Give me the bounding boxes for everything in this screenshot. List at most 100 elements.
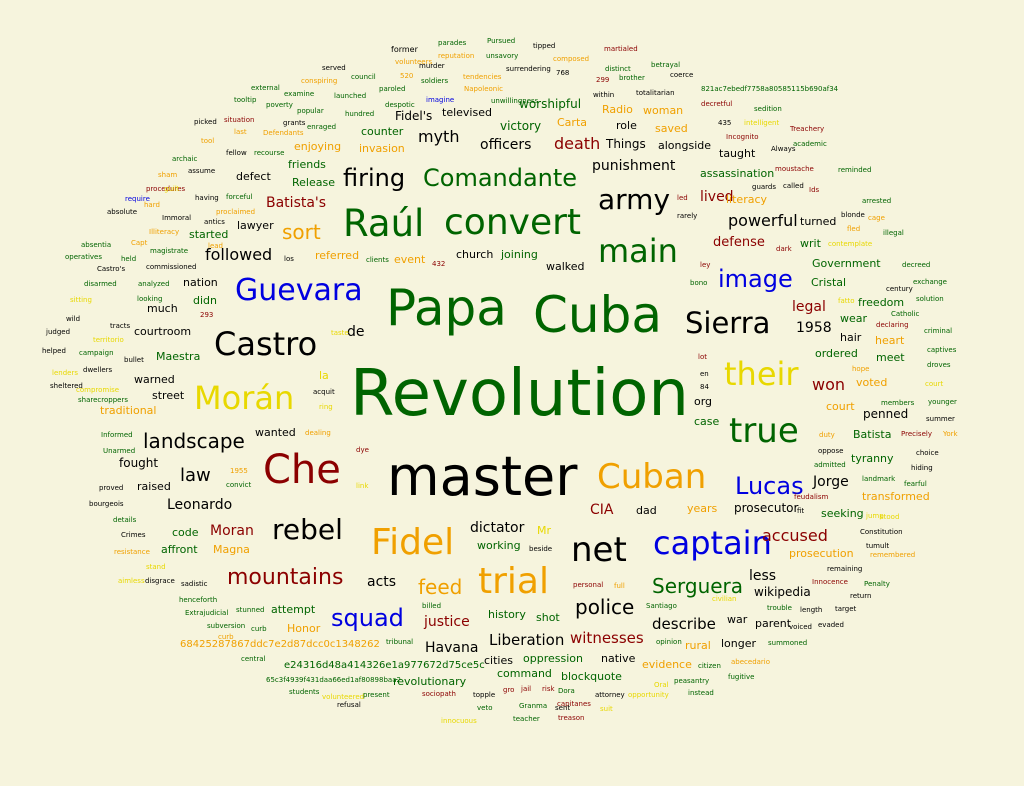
cloud-word: rebel xyxy=(272,513,343,546)
cloud-word: Immoral xyxy=(162,214,192,222)
cloud-word: academic xyxy=(793,140,827,148)
cloud-word: unwillingness xyxy=(491,97,539,105)
cloud-word: suit xyxy=(600,705,613,713)
cloud-word: police xyxy=(575,595,635,619)
cloud-word: attorney xyxy=(595,691,625,699)
cloud-word: convict xyxy=(226,481,252,489)
cloud-word: penned xyxy=(863,407,909,421)
cloud-word: commissioned xyxy=(146,263,197,271)
cloud-word: law xyxy=(180,465,211,486)
cloud-word: punishment xyxy=(592,158,676,174)
cloud-word: proclaimed xyxy=(216,208,256,216)
cloud-word: tracts xyxy=(110,322,131,330)
cloud-word: betrayal xyxy=(651,61,681,69)
cloud-word: clients xyxy=(366,256,389,264)
cloud-word: Fidel xyxy=(371,522,455,563)
cloud-word: cage xyxy=(868,214,885,222)
cloud-word: de xyxy=(347,324,365,340)
cloud-word: court xyxy=(826,400,855,413)
cloud-word: Havana xyxy=(425,640,479,656)
cloud-word: parades xyxy=(438,39,467,47)
cloud-word: murder xyxy=(419,62,445,70)
cloud-word: dark xyxy=(776,245,792,253)
cloud-word: convert xyxy=(444,202,582,243)
cloud-word: Release xyxy=(292,176,335,189)
cloud-word: beside xyxy=(529,545,553,553)
cloud-word: victory xyxy=(500,119,542,133)
cloud-word: case xyxy=(694,415,720,428)
cloud-word: parent xyxy=(755,617,792,630)
cloud-word: death xyxy=(554,134,601,153)
cloud-word: Always xyxy=(771,145,796,153)
cloud-word: 84 xyxy=(700,383,709,391)
cloud-word: tribunal xyxy=(386,638,414,646)
cloud-word: Batista xyxy=(853,428,892,441)
cloud-word: Mr xyxy=(537,524,552,537)
cloud-word: remembered xyxy=(870,551,916,559)
cloud-word: defect xyxy=(236,170,271,183)
cloud-word: 821ac7ebedf7758a80585115b690af34 xyxy=(701,85,839,93)
cloud-word: droves xyxy=(927,361,951,369)
cloud-word: voted xyxy=(856,376,888,389)
cloud-word: length xyxy=(800,606,823,614)
cloud-word: distinct xyxy=(605,65,631,73)
cloud-word: alongside xyxy=(658,139,712,152)
cloud-word: wanted xyxy=(255,426,296,439)
cloud-word: surrendering xyxy=(506,65,551,73)
cloud-word: Jorge xyxy=(813,474,849,490)
cloud-word: Illiteracy xyxy=(149,228,180,236)
cloud-word: acts xyxy=(367,574,397,590)
cloud-word: Incognito xyxy=(726,133,759,141)
cloud-word: reputation xyxy=(438,52,475,60)
cloud-word: external xyxy=(251,84,280,92)
cloud-word: sociopath xyxy=(422,690,456,698)
cloud-word: rural xyxy=(685,639,711,652)
cloud-word: summoned xyxy=(768,639,808,647)
cloud-word: landmark xyxy=(862,475,896,483)
cloud-word: volunteered xyxy=(322,693,365,701)
cloud-word: peasantry xyxy=(674,677,710,685)
cloud-word: lot xyxy=(698,353,707,361)
cloud-word: code xyxy=(172,526,199,539)
cloud-word: Fidel's xyxy=(395,109,433,123)
cloud-word: main xyxy=(598,232,678,270)
cloud-word: hundred xyxy=(345,110,375,118)
cloud-word: net xyxy=(571,530,627,570)
cloud-word: heart xyxy=(875,334,905,347)
cloud-word: defense xyxy=(713,235,765,250)
cloud-word: aimless xyxy=(118,577,145,585)
cloud-word: analyzed xyxy=(138,280,170,288)
cloud-word: return xyxy=(850,592,872,600)
cloud-word: war xyxy=(727,613,748,626)
cloud-word: street xyxy=(152,389,185,402)
cloud-word: conspiring xyxy=(301,77,338,85)
cloud-word: volunteers xyxy=(395,58,433,66)
cloud-word: Serguera xyxy=(652,574,744,598)
cloud-word: 65c3f4939f431daa66ed1af80898baa2 xyxy=(266,676,401,684)
cloud-word: joining xyxy=(501,248,538,261)
cloud-word: duty xyxy=(819,431,835,439)
cloud-word: Crimes xyxy=(121,531,146,539)
cloud-word: 1958 xyxy=(796,320,832,336)
cloud-word: criminal xyxy=(924,327,953,335)
cloud-word: assume xyxy=(188,167,216,175)
cloud-word: cities xyxy=(484,654,513,667)
cloud-word: accused xyxy=(762,526,828,545)
cloud-word: evidence xyxy=(642,658,692,671)
cloud-word: curb xyxy=(251,625,267,633)
cloud-word: less xyxy=(749,568,777,584)
cloud-word: personal xyxy=(573,581,604,589)
cloud-word: magistrate xyxy=(150,247,189,255)
cloud-word: territorio xyxy=(93,336,124,344)
cloud-word: followed xyxy=(205,245,273,264)
cloud-word: exchange xyxy=(913,278,947,286)
cloud-word: composed xyxy=(553,55,590,63)
cloud-word: sort xyxy=(282,220,321,244)
cloud-word: much xyxy=(147,302,178,315)
cloud-word: decreed xyxy=(902,261,931,269)
cloud-word: grants xyxy=(283,119,306,127)
cloud-word: Cuba xyxy=(533,286,662,344)
cloud-word: examine xyxy=(284,90,315,98)
cloud-word: Radio xyxy=(602,103,633,116)
cloud-word: brother xyxy=(619,74,645,82)
